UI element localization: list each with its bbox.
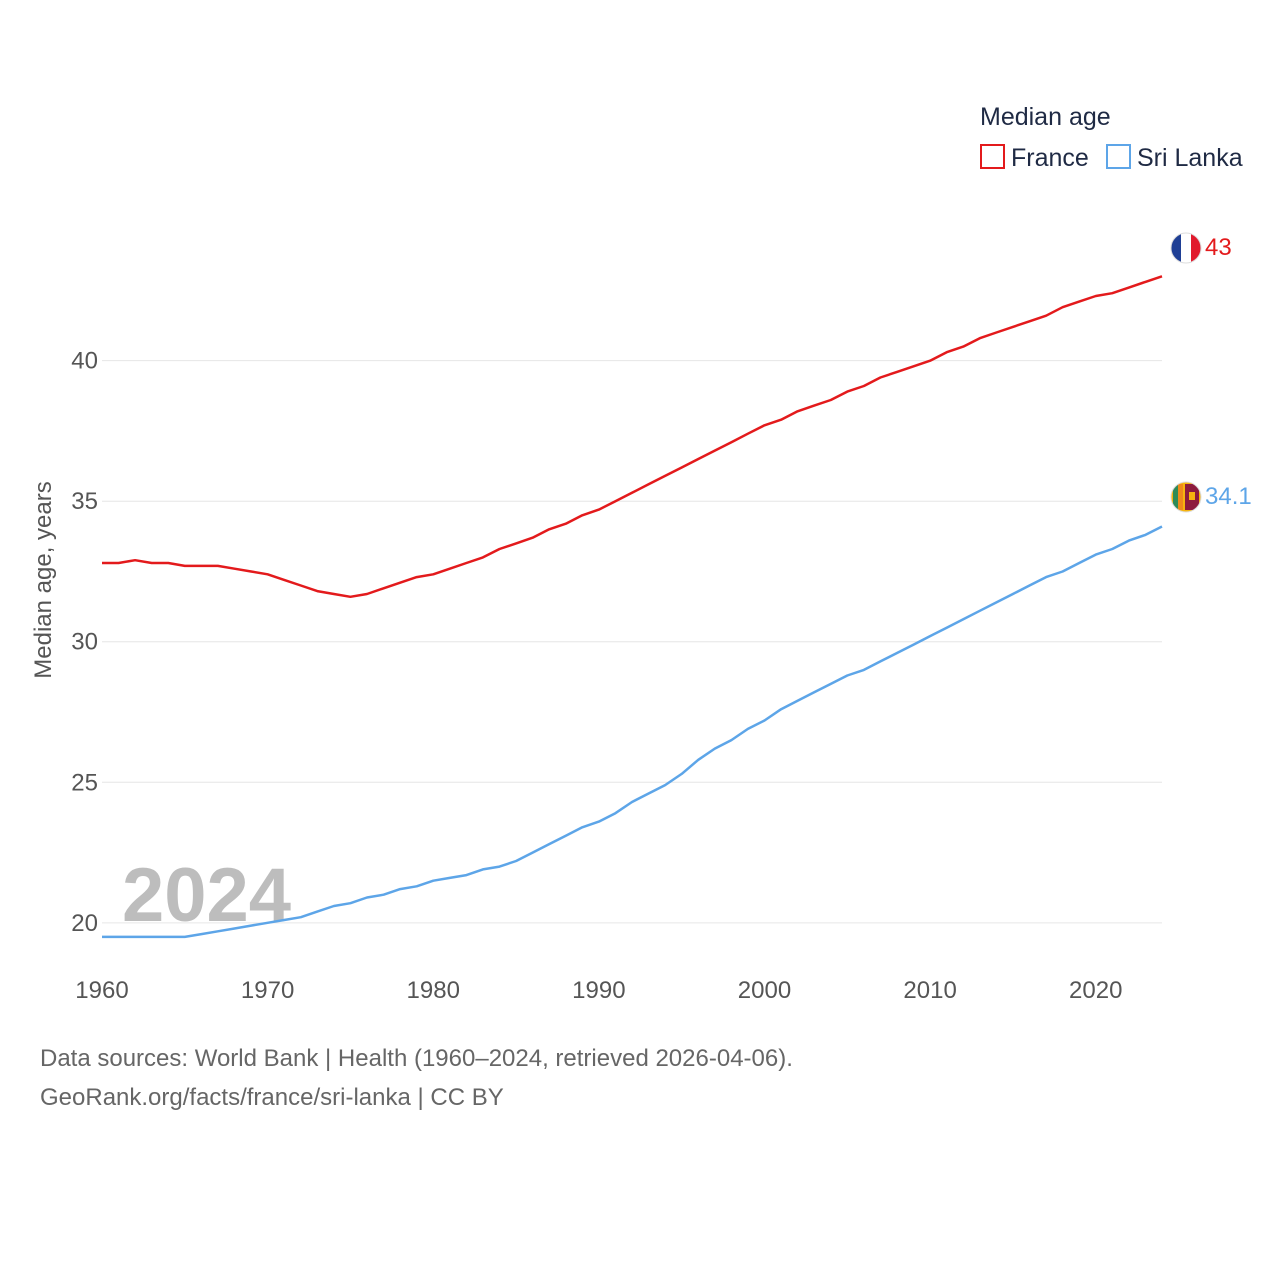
grid-lines xyxy=(102,360,1162,924)
end-label-france: 43 xyxy=(1205,234,1232,261)
y-tick-label: 20 xyxy=(71,910,98,937)
legend-title: Median age xyxy=(980,103,1111,131)
year-watermark: 2024 xyxy=(122,853,291,938)
y-tick-label: 25 xyxy=(71,769,98,796)
y-axis-title: Median age, years xyxy=(30,481,57,678)
series-line-france[interactable] xyxy=(102,275,1163,599)
y-tick-label: 30 xyxy=(71,629,98,656)
legend-swatch-france xyxy=(980,144,1005,169)
legend-swatch-sri-lanka xyxy=(1106,144,1131,169)
x-tick-label: 1970 xyxy=(241,977,294,1004)
x-tick-label: 2000 xyxy=(738,977,791,1004)
series-line-sri-lanka[interactable] xyxy=(102,525,1163,939)
legend-label-france: France xyxy=(1011,144,1089,172)
x-tick-label: 1990 xyxy=(572,977,625,1004)
x-tick-labels: 1960 1970 1980 1990 2000 2010 2020 xyxy=(75,977,1122,1004)
x-tick-label: 2020 xyxy=(1069,977,1122,1004)
end-label-sri-lanka: 34.1 xyxy=(1205,483,1252,510)
sri-lanka-flag-icon xyxy=(1171,482,1201,512)
x-tick-label: 2010 xyxy=(903,977,956,1004)
x-tick-label: 1980 xyxy=(407,977,460,1004)
x-tick-label: 1960 xyxy=(75,977,128,1004)
y-tick-label: 40 xyxy=(71,348,98,375)
legend-label-sri-lanka: Sri Lanka xyxy=(1137,144,1243,172)
legend-item-france[interactable]: France xyxy=(980,144,1089,172)
legend: Median age France Sri Lanka xyxy=(980,103,1243,172)
footer-sources: Data sources: World Bank | Health (1960–… xyxy=(40,1045,793,1072)
y-tick-labels: 20 25 30 35 40 xyxy=(71,348,98,937)
france-flag-icon xyxy=(1171,233,1201,263)
legend-item-sri-lanka[interactable]: Sri Lanka xyxy=(1106,144,1243,172)
y-tick-label: 35 xyxy=(71,488,98,515)
series-lines xyxy=(102,275,1163,939)
footer-attribution[interactable]: GeoRank.org/facts/france/sri-lanka | CC … xyxy=(40,1084,504,1111)
